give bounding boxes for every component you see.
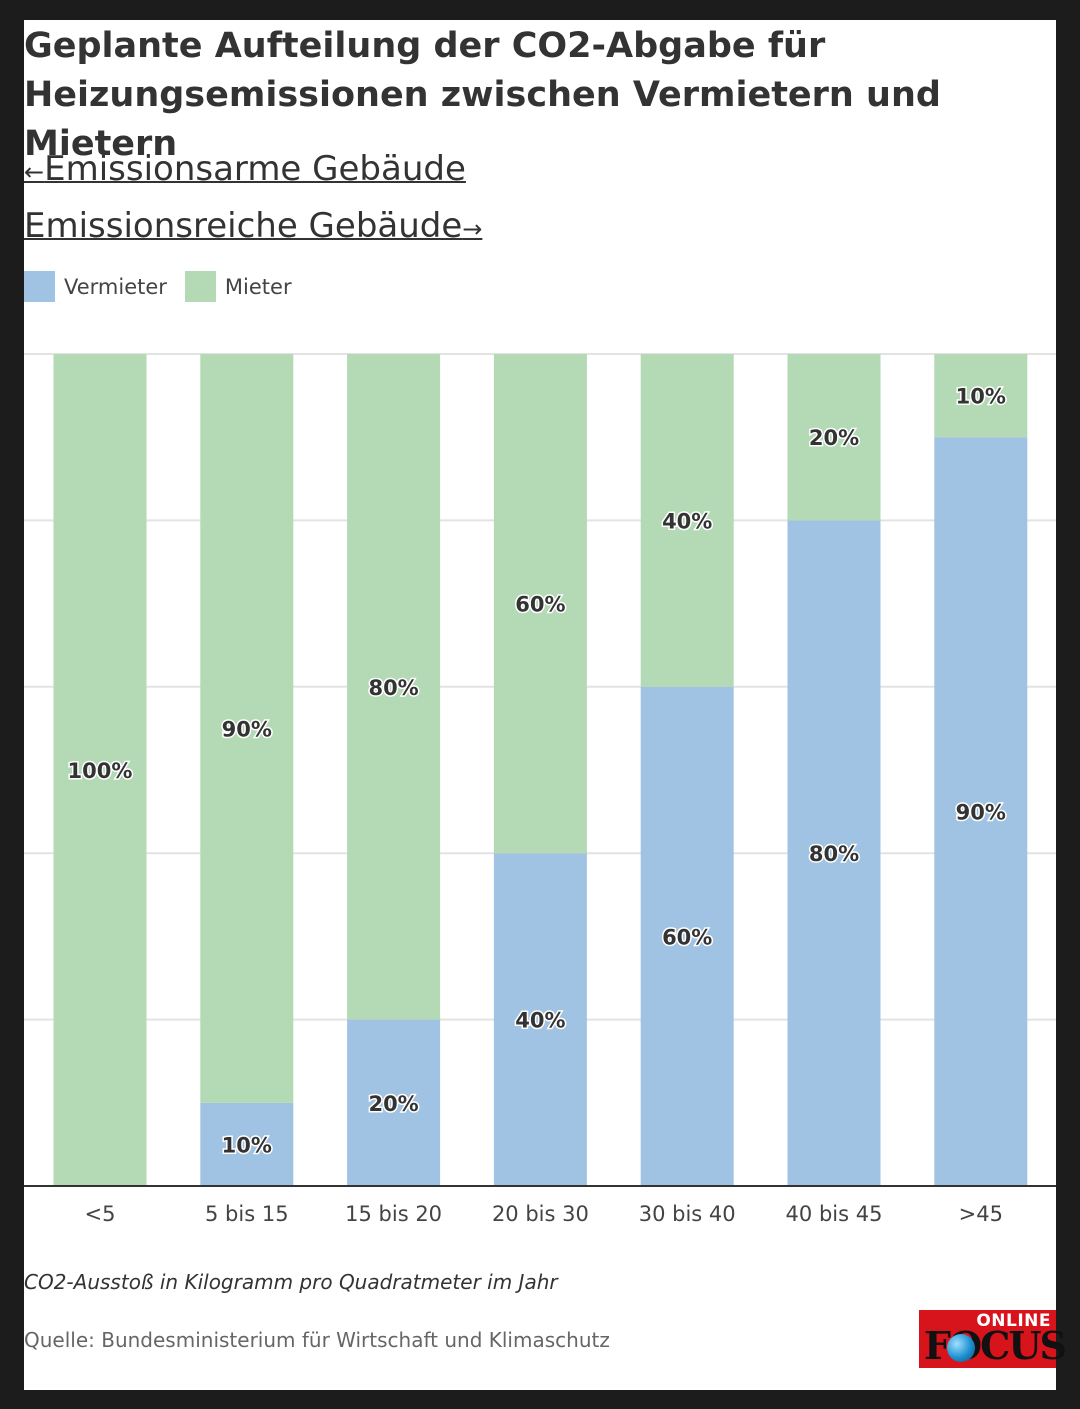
data-label: 10% <box>956 385 1006 409</box>
data-label: 20% <box>809 426 859 450</box>
legend-label-mieter: Mieter <box>224 274 292 299</box>
chart-subtitle: ←Emissionsarme Gebäude Emissionsreiche Ge… <box>24 142 964 256</box>
bar-segment-mieter[interactable] <box>347 354 441 1020</box>
bar-segment-vermieter[interactable] <box>493 853 587 1186</box>
bar-segment-vermieter[interactable] <box>347 1019 441 1186</box>
bar-segment-mieter[interactable] <box>640 354 734 687</box>
x-tick-label: <5 <box>85 1202 116 1226</box>
bar-segment-vermieter[interactable] <box>640 686 734 1186</box>
data-label: 40% <box>515 1009 565 1033</box>
legend-swatch-mieter <box>184 271 216 302</box>
bar-segment-mieter[interactable] <box>200 354 294 1103</box>
bar-segment-vermieter[interactable] <box>200 1102 294 1186</box>
legend-label-vermieter: Vermieter <box>64 274 167 299</box>
logo-online-text: ONLINE <box>976 1311 1051 1331</box>
axis-note: CO2-Ausstoß in Kilogramm pro Quadratmete… <box>24 1270 558 1294</box>
subtitle-right: Emissionsreiche Gebäude <box>24 206 463 246</box>
legend: Vermieter Mieter <box>24 271 310 302</box>
data-label: 80% <box>368 676 418 700</box>
chart-title: Geplante Aufteilung der CO2-Abgabe für H… <box>24 26 941 164</box>
data-label: 60% <box>515 593 565 617</box>
subtitle-left: Emissionsarme Gebäude <box>44 149 466 189</box>
data-label: 90% <box>222 717 272 741</box>
focus-online-logo: ONLINE FOCUS <box>919 1310 1067 1368</box>
globe-icon <box>947 1334 975 1362</box>
legend-item-mieter[interactable]: Mieter <box>184 271 292 302</box>
bar-segment-mieter[interactable] <box>787 354 881 521</box>
bar-segment-mieter[interactable] <box>53 354 147 1186</box>
source-note: Quelle: Bundesministerium für Wirtschaft… <box>24 1328 610 1352</box>
data-label: 90% <box>956 801 1006 825</box>
legend-swatch-vermieter <box>24 271 55 302</box>
right-arrow: → <box>462 215 483 243</box>
x-tick-label: >45 <box>959 1202 1003 1226</box>
data-label: 100% <box>68 759 133 783</box>
data-label: 60% <box>662 925 712 949</box>
chart-card: Geplante Aufteilung der CO2-Abgabe für H… <box>24 20 1067 1390</box>
bar-segment-vermieter[interactable] <box>787 520 881 1186</box>
data-label: 80% <box>809 842 859 866</box>
legend-item-vermieter[interactable]: Vermieter <box>24 271 167 302</box>
logo-focus-text: FOCUS <box>924 1323 1067 1368</box>
x-tick-label: 20 bis 30 <box>492 1202 589 1226</box>
stacked-bar-chart: 100% <5 10% 90% 5 bis 15 20% 80% 15 bis 20 40% 60… <box>24 353 1056 1226</box>
data-label: 10% <box>222 1133 272 1157</box>
x-tick-label: 5 bis 15 <box>205 1202 289 1226</box>
bar-segment-mieter[interactable] <box>934 354 1028 438</box>
x-tick-label: 40 bis 45 <box>786 1202 883 1226</box>
x-tick-label: 15 bis 20 <box>345 1202 442 1226</box>
bar-segment-vermieter[interactable] <box>934 437 1028 1186</box>
data-label: 40% <box>662 509 712 533</box>
x-tick-label: 30 bis 40 <box>639 1202 736 1226</box>
left-arrow: ← <box>24 158 45 186</box>
bar-segment-mieter[interactable] <box>493 354 587 854</box>
data-label: 20% <box>368 1092 418 1116</box>
